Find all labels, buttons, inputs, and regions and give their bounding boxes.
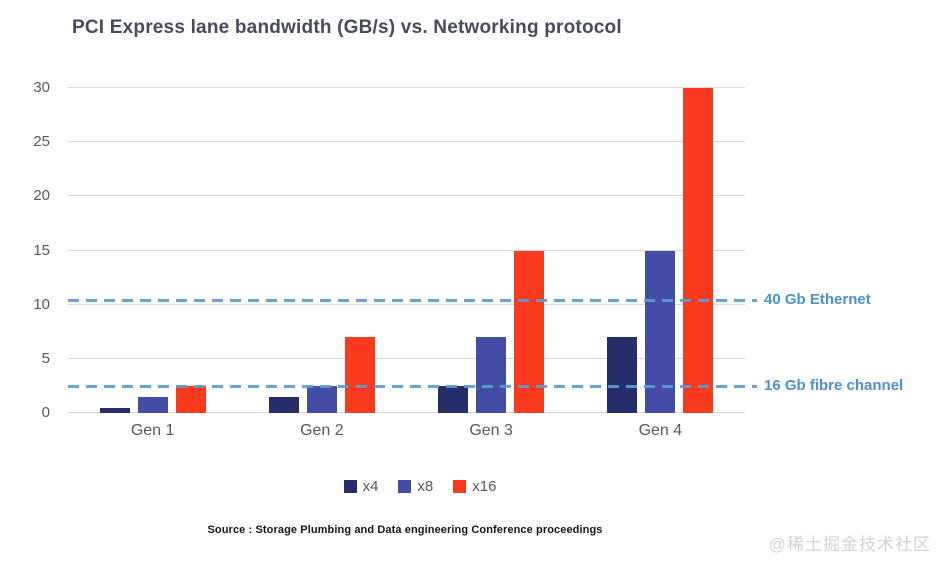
bar-gen-2-x4 (268, 396, 299, 413)
bar-group-gen-3 (407, 88, 576, 413)
plot-area (68, 87, 757, 413)
bar-gen-2-x16 (344, 337, 375, 413)
ref-line-16-gb-fibre-channel (68, 385, 757, 388)
gridline-0 (68, 412, 745, 413)
y-tick-5: 5 (41, 349, 50, 367)
legend-swatch-x4 (343, 480, 357, 493)
y-tick-20: 20 (33, 187, 50, 205)
legend-label-x4: x4 (362, 478, 379, 495)
y-tick-30: 30 (33, 79, 50, 96)
y-tick-25: 25 (33, 133, 50, 151)
legend-item-x8: x8 (398, 478, 433, 495)
chart-title: PCI Express lane bandwidth (GB/s) vs. Ne… (72, 17, 622, 38)
legend-label-x8: x8 (417, 478, 434, 495)
bar-gen-3-x4 (438, 385, 469, 413)
legend-item-x4: x4 (343, 478, 379, 495)
source-note: Source : Storage Plumbing and Data engin… (207, 524, 603, 536)
gridline-5 (68, 357, 745, 359)
legend-swatch-x16 (453, 480, 467, 493)
x-label-gen-2: Gen 2 (300, 422, 344, 439)
y-tick-15: 15 (33, 241, 50, 259)
ref-label-16-gb-fibre-channel: 16 Gb fibre channel (764, 377, 904, 394)
gridline-20 (68, 195, 745, 197)
bar-gen-1-x16 (175, 385, 206, 413)
bar-gen-2-x8 (306, 385, 337, 413)
x-label-gen-4: Gen 4 (638, 422, 683, 439)
bar-group-gen-1 (68, 88, 237, 413)
gridline-10 (68, 303, 745, 305)
bar-gen-3-x8 (476, 337, 507, 413)
legend-swatch-x8 (398, 480, 412, 493)
watermark: @稀土掘金技术社区 (768, 535, 931, 554)
legend-label-x16: x16 (472, 478, 497, 495)
legend-item-x16: x16 (453, 478, 496, 495)
bar-gen-1-x8 (137, 396, 168, 413)
x-label-gen-1: Gen 1 (130, 422, 175, 439)
gridline-25 (68, 141, 745, 143)
gridline-15 (68, 249, 745, 251)
bar-group-gen-2 (237, 88, 406, 413)
bar-gen-4-x8 (645, 250, 676, 413)
bar-gen-4-x4 (607, 337, 638, 413)
legend: x4 x8 x16 (0, 478, 840, 495)
bar-gen-4-x16 (683, 88, 714, 413)
bar-group-gen-4 (576, 88, 745, 413)
y-tick-10: 10 (33, 295, 50, 313)
y-tick-0: 0 (41, 404, 50, 421)
x-label-gen-3: Gen 3 (469, 422, 513, 439)
bar-gen-3-x16 (514, 250, 545, 413)
ref-line-40-gb-ethernet (68, 299, 757, 303)
gridline-30 (68, 87, 745, 88)
ref-label-40-gb-ethernet: 40 Gb Ethernet (764, 291, 871, 309)
bar-gen-1-x4 (99, 407, 130, 413)
